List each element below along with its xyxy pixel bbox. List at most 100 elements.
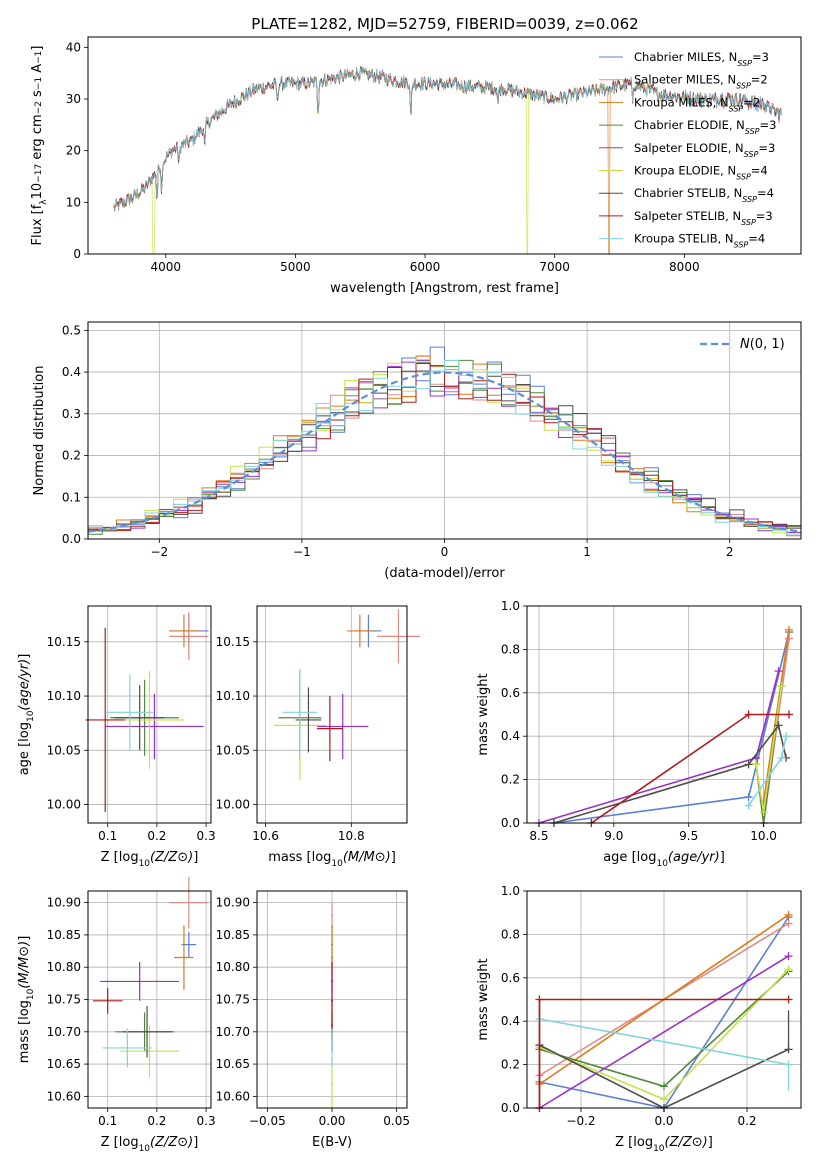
mass-vs-ebv-panel: −0.05 0.00 0.05 10.60 10.65 10.70 10.75 10.80 10… <box>216 890 410 1150</box>
y-tick-label: 10.80 <box>47 960 81 974</box>
x-tick-label: 0 <box>441 545 449 559</box>
weight-marker <box>744 760 753 769</box>
weight-marker <box>785 625 794 634</box>
legend-entry: Kroupa STELIB, NSSP=4 <box>634 232 765 250</box>
legend-entry: Salpeter MILES, NSSP=2 <box>634 73 768 91</box>
axes-frame <box>526 605 802 824</box>
x-tick-label: −1 <box>293 545 311 559</box>
spectrum-panel: 4000 5000 6000 7000 8000 0 10 20 30 40 wavelength … <box>30 36 802 296</box>
data-point <box>187 635 190 638</box>
x-axis-label: age [log10(age/yr)] <box>603 850 725 869</box>
data-point <box>397 635 400 638</box>
weight-marker <box>785 634 794 643</box>
y-tick-label: 0.0 <box>501 1101 520 1115</box>
weight-marker <box>660 1082 668 1091</box>
y-tick-label: 10.00 <box>216 798 250 812</box>
y-tick-label: 30 <box>66 92 81 106</box>
y-tick-label: 10.15 <box>47 635 81 649</box>
legend-entry: Chabrier ELODIE, NSSP=3 <box>634 118 776 136</box>
data-point <box>148 718 151 721</box>
mass-vs-metallicity-panel: 0.1 0.2 0.3 10.60 10.65 10.70 10.75 10.80 10.85 1… <box>17 876 216 1154</box>
legend-entry: Salpeter STELIB, NSSP=3 <box>634 209 773 227</box>
y-tick-label: 0.2 <box>501 773 520 787</box>
y-tick-label: 10.10 <box>216 689 250 703</box>
y-tick-label: 0.2 <box>62 449 81 463</box>
x-tick-label: 10.0 <box>750 829 777 843</box>
y-tick-label: 0.6 <box>501 686 520 700</box>
x-tick-label: 8000 <box>669 260 700 274</box>
y-tick-label: 1.0 <box>501 884 520 898</box>
y-tick-label: 10.70 <box>216 1025 250 1039</box>
x-tick-label: 10.6 <box>252 829 279 843</box>
y-tick-label: 10.90 <box>216 896 250 910</box>
x-axis-label: E(B-V) <box>312 1135 352 1150</box>
x-axis-label: (data-model)/error <box>384 566 505 581</box>
weight-marker <box>777 753 786 762</box>
y-axis-label: mass [log10(M/M⊙)] <box>17 936 36 1064</box>
weight-series-line <box>539 955 789 1109</box>
y-tick-label: 10.00 <box>47 798 81 812</box>
data-point <box>148 1050 151 1053</box>
y-tick-label: 10.05 <box>216 743 250 757</box>
data-point <box>182 956 185 959</box>
axes-frame <box>87 36 802 255</box>
x-tick-label: 0.2 <box>737 1114 756 1128</box>
y-tick-label: 0.1 <box>62 490 81 504</box>
weight-marker <box>774 667 783 676</box>
x-tick-label: −0.05 <box>249 1114 286 1128</box>
weight-marker <box>774 721 783 730</box>
y-tick-label: 0.0 <box>62 532 81 546</box>
x-tick-label: 0.1 <box>98 829 117 843</box>
weight-marker <box>759 808 768 817</box>
legend-entry: Kroupa MILES, NSSP=2 <box>634 95 760 113</box>
y-tick-label: 10.75 <box>216 993 250 1007</box>
y-tick-label: 10.10 <box>47 689 81 703</box>
x-tick-label: 6000 <box>410 260 441 274</box>
spectrum-series-line <box>113 65 782 211</box>
weight-series-line <box>553 631 790 824</box>
x-axis-label: Z [log10(Z/Z⊙)] <box>615 1135 713 1154</box>
weight-marker <box>784 919 793 928</box>
y-tick-label: 10.75 <box>47 993 81 1007</box>
data-point <box>331 1046 333 1049</box>
data-point <box>106 999 109 1002</box>
y-tick-label: 0.4 <box>62 365 81 379</box>
y-tick-label: 0.2 <box>501 1058 520 1072</box>
x-tick-label: −0.2 <box>566 1114 595 1128</box>
y-tick-label: 10.65 <box>216 1057 250 1071</box>
data-point <box>331 999 333 1002</box>
y-tick-label: 0.4 <box>501 1014 520 1028</box>
data-point <box>358 629 361 632</box>
x-axis-label: Z [log10(Z/Z⊙)] <box>101 850 199 869</box>
data-point <box>182 629 185 632</box>
axes-frame <box>87 605 212 824</box>
y-axis-label: Flux [fλ10−17 erg cm−2 s−1 A−1] <box>30 46 49 246</box>
x-tick-label: 2 <box>726 545 734 559</box>
weight-series-line <box>553 723 787 824</box>
x-tick-label: 0.3 <box>197 829 216 843</box>
x-tick-label: 0.3 <box>197 1114 216 1128</box>
weight-series-line <box>590 713 789 824</box>
weight-marker <box>752 760 761 769</box>
data-point <box>187 943 190 946</box>
y-tick-label: 20 <box>66 144 81 158</box>
x-tick-label: 4000 <box>151 260 182 274</box>
x-tick-label: 10.8 <box>338 829 365 843</box>
x-tick-label: 9.0 <box>604 829 623 843</box>
x-tick-label: 7000 <box>539 260 570 274</box>
x-tick-label: 0.2 <box>147 829 166 843</box>
data-point <box>153 725 156 728</box>
y-tick-label: 10.60 <box>216 1089 250 1103</box>
age-vs-metallicity-panel: 0.1 0.2 0.3 10.00 10.05 10.10 10.15 Z [log10(Z/… <box>17 605 216 869</box>
data-point <box>104 718 107 721</box>
normal-reference-curve <box>87 371 802 533</box>
y-tick-label: 10.15 <box>216 635 250 649</box>
x-axis-label: Z [log10(Z/Z⊙)] <box>101 1135 199 1154</box>
x-tick-label: 1 <box>583 545 591 559</box>
weight-series-line <box>538 670 780 824</box>
weight-vs-metallicity-panel: −0.2 0.0 0.2 0.0 0.2 0.4 0.6 0.8 1.0 mass weight Z… <box>476 884 802 1154</box>
legend-entry: Chabrier STELIB, NSSP=4 <box>634 186 774 204</box>
x-tick-label: 5000 <box>280 260 311 274</box>
legend-entry: Chabrier MILES, NSSP=3 <box>634 50 769 68</box>
data-point <box>328 727 331 730</box>
